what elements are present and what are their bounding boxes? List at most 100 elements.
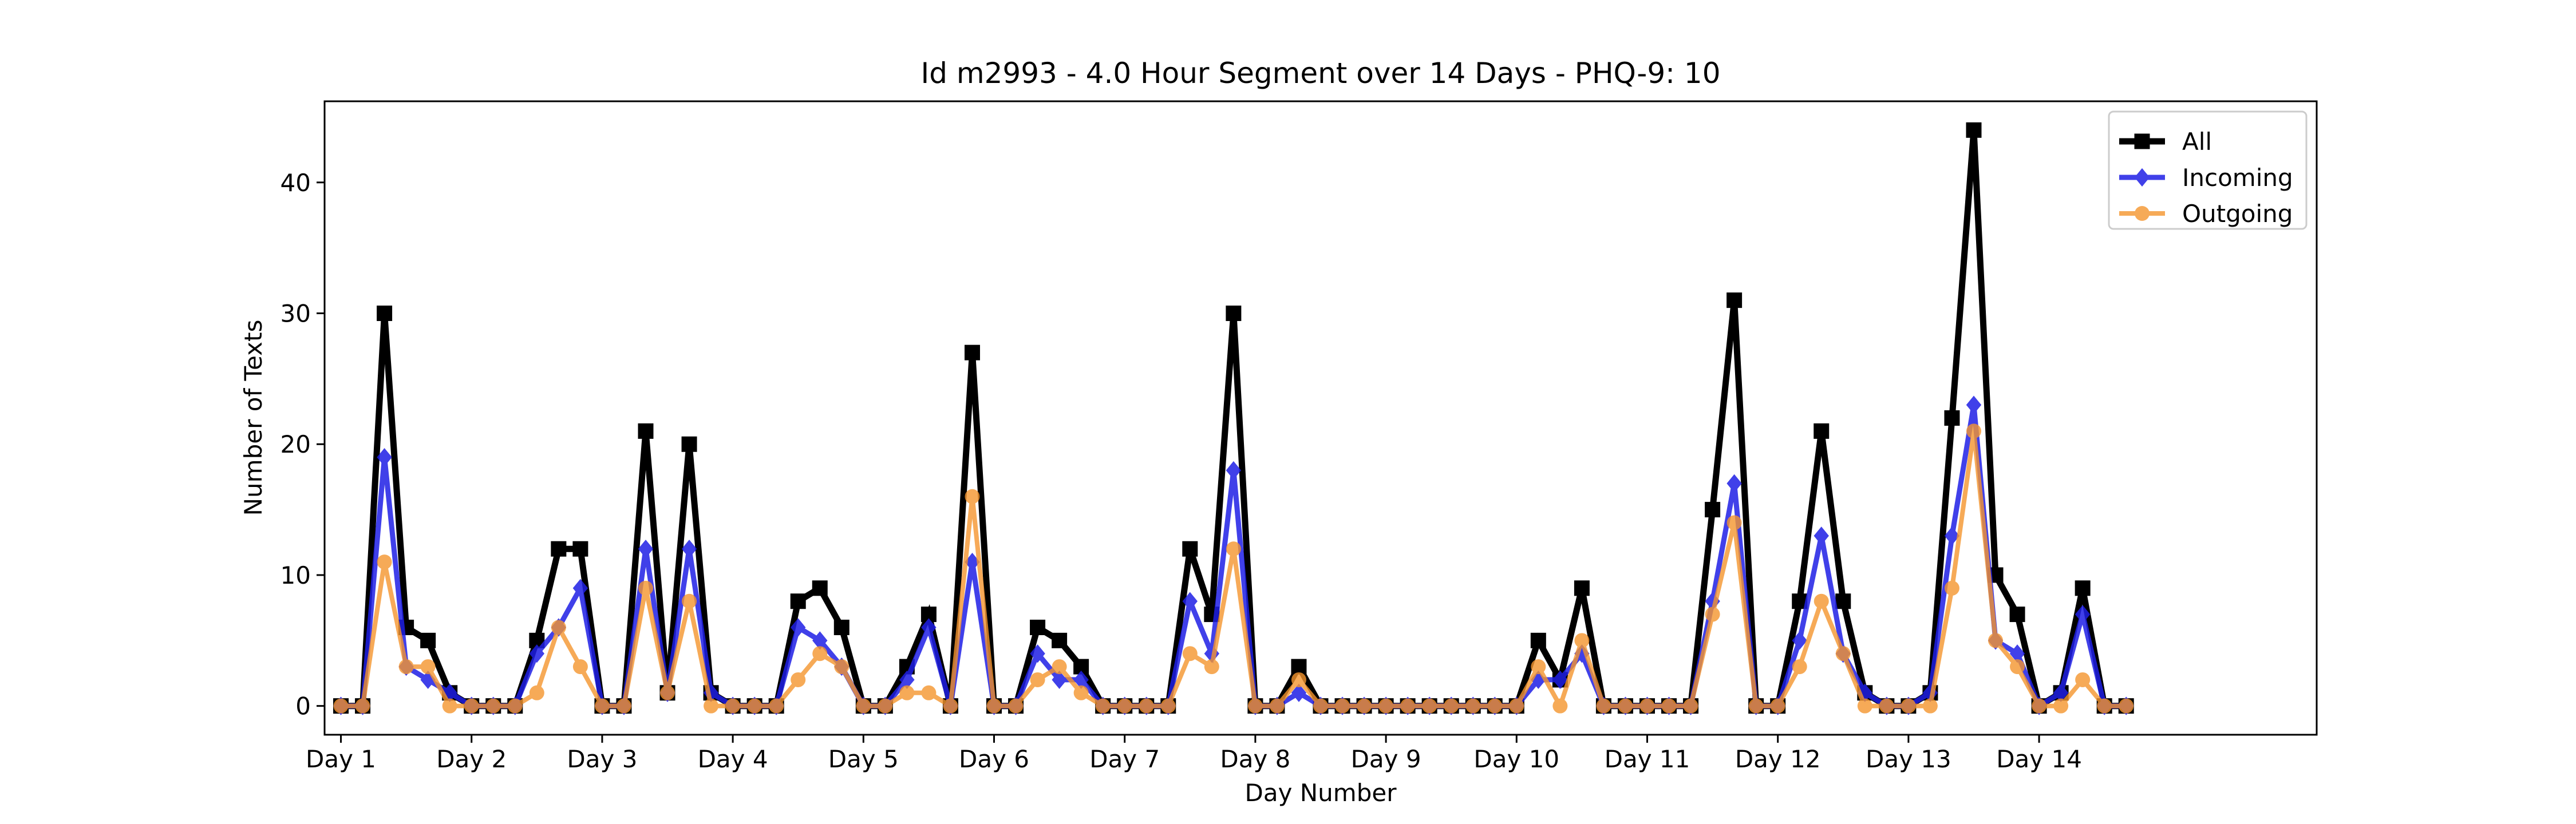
x-tick-label: Day 5: [828, 745, 899, 773]
data-point-outgoing: [1988, 633, 2004, 648]
y-axis-ticks: 0 10 20 30 40: [280, 169, 325, 720]
data-point-incoming: [1182, 592, 1198, 611]
x-axis-ticks: Day 1 Day 2 Day 3 Day 4 Day 5 Day 6 Day 7 Day 8…: [306, 735, 2082, 773]
data-point-outgoing: [1400, 698, 1416, 714]
data-point-incoming: [529, 644, 545, 663]
data-point-incoming: [965, 552, 980, 572]
data-point-all: [833, 619, 850, 635]
data-point-incoming: [1073, 670, 1089, 690]
data-point-outgoing: [1291, 672, 1306, 687]
data-point-all: [638, 423, 654, 439]
data-point-outgoing: [747, 698, 762, 714]
data-point-incoming: [572, 579, 588, 597]
data-point-outgoing: [682, 593, 697, 609]
data-point-outgoing: [986, 698, 1002, 714]
x-axis-label: Day Number: [1244, 779, 1397, 807]
data-point-outgoing: [1313, 698, 1328, 714]
data-point-outgoing: [1357, 698, 1372, 714]
data-point-outgoing: [1073, 685, 1089, 700]
data-point-outgoing: [2075, 672, 2091, 687]
data-point-outgoing: [1378, 698, 1394, 714]
data-point-all: [1530, 632, 1546, 648]
data-point-incoming: [1814, 526, 1829, 545]
x-tick-label: Day 10: [1473, 745, 1559, 773]
data-point-incoming: [1922, 683, 1938, 702]
data-point-outgoing: [398, 659, 414, 675]
y-tick-label: 30: [280, 300, 311, 328]
data-point-incoming: [2009, 644, 2025, 663]
data-point-all: [2075, 580, 2091, 596]
y-axis-label: Number of Texts: [239, 320, 267, 516]
data-point-outgoing: [1901, 698, 1916, 714]
data-point-outgoing: [1008, 698, 1024, 714]
x-tick-label: Day 4: [698, 745, 768, 773]
data-point-outgoing: [507, 698, 523, 714]
x-tick-label: Day 8: [1220, 745, 1290, 773]
data-point-all: [790, 593, 806, 609]
data-point-outgoing: [1204, 659, 1219, 675]
data-point-outgoing: [355, 698, 370, 714]
legend-swatch-marker: [2134, 168, 2150, 187]
data-point-outgoing: [551, 620, 566, 635]
legend-label-incoming: Incoming: [2182, 164, 2293, 192]
data-point-outgoing: [1596, 698, 1611, 714]
data-point-outgoing: [1444, 698, 1459, 714]
data-point-outgoing: [2053, 698, 2069, 714]
series-line-all: [341, 129, 2127, 711]
data-point-outgoing: [1726, 515, 1742, 530]
data-point-outgoing: [1792, 659, 1807, 675]
data-point-all: [1814, 423, 1830, 439]
data-point-incoming: [681, 540, 697, 558]
data-point-outgoing: [2097, 698, 2112, 714]
data-point-outgoing: [1879, 698, 1894, 714]
legend-label-outgoing: Outgoing: [2182, 200, 2293, 228]
data-point-incoming: [1226, 461, 1242, 480]
series-all: [333, 122, 2134, 714]
legend-entry-all: [2119, 133, 2165, 149]
data-point-outgoing: [1748, 698, 1764, 714]
data-point-all: [1030, 619, 1046, 635]
data-point-outgoing: [1922, 698, 1938, 714]
data-point-outgoing: [1835, 646, 1851, 661]
data-point-incoming: [812, 631, 828, 650]
data-point-incoming: [638, 540, 654, 558]
data-point-outgoing: [616, 698, 631, 714]
data-point-outgoing: [529, 685, 544, 700]
data-point-outgoing: [1487, 698, 1503, 714]
data-point-outgoing: [1182, 646, 1198, 661]
data-point-outgoing: [878, 698, 893, 714]
data-point-outgoing: [1705, 607, 1720, 622]
data-point-outgoing: [725, 698, 741, 714]
data-point-incoming: [420, 670, 436, 690]
data-point-outgoing: [704, 698, 719, 714]
data-point-all: [1052, 632, 1068, 648]
data-point-outgoing: [442, 698, 457, 714]
y-tick-label: 40: [280, 169, 311, 197]
legend-swatch-marker: [2135, 206, 2150, 221]
data-point-incoming: [921, 618, 937, 637]
data-point-incoming: [1052, 670, 1067, 690]
chart-title: Id m2993 - 4.0 Hour Segment over 14 Days…: [920, 57, 1720, 90]
data-point-incoming: [1705, 592, 1720, 611]
y-tick-label: 0: [295, 692, 311, 720]
data-point-all: [1966, 122, 1982, 138]
data-point-outgoing: [1683, 698, 1698, 714]
x-tick-label: Day 13: [1866, 745, 1951, 773]
legend-entry-outgoing: [2119, 206, 2165, 221]
data-point-all: [1944, 410, 1960, 426]
data-point-incoming: [790, 618, 806, 637]
series-outgoing: [333, 423, 2134, 714]
x-tick-label: Day 11: [1605, 745, 1690, 773]
data-point-all: [420, 632, 436, 648]
data-point-outgoing: [856, 698, 871, 714]
plot-frame: [323, 100, 2318, 736]
data-point-incoming: [899, 670, 915, 690]
data-point-outgoing: [1574, 633, 1590, 648]
data-point-outgoing: [464, 698, 479, 714]
data-point-outgoing: [660, 685, 675, 700]
data-point-outgoing: [1335, 698, 1350, 714]
data-point-all: [2009, 607, 2025, 623]
data-point-incoming: [1726, 474, 1742, 493]
data-point-outgoing: [1531, 659, 1546, 675]
data-point-all: [1726, 292, 1743, 308]
